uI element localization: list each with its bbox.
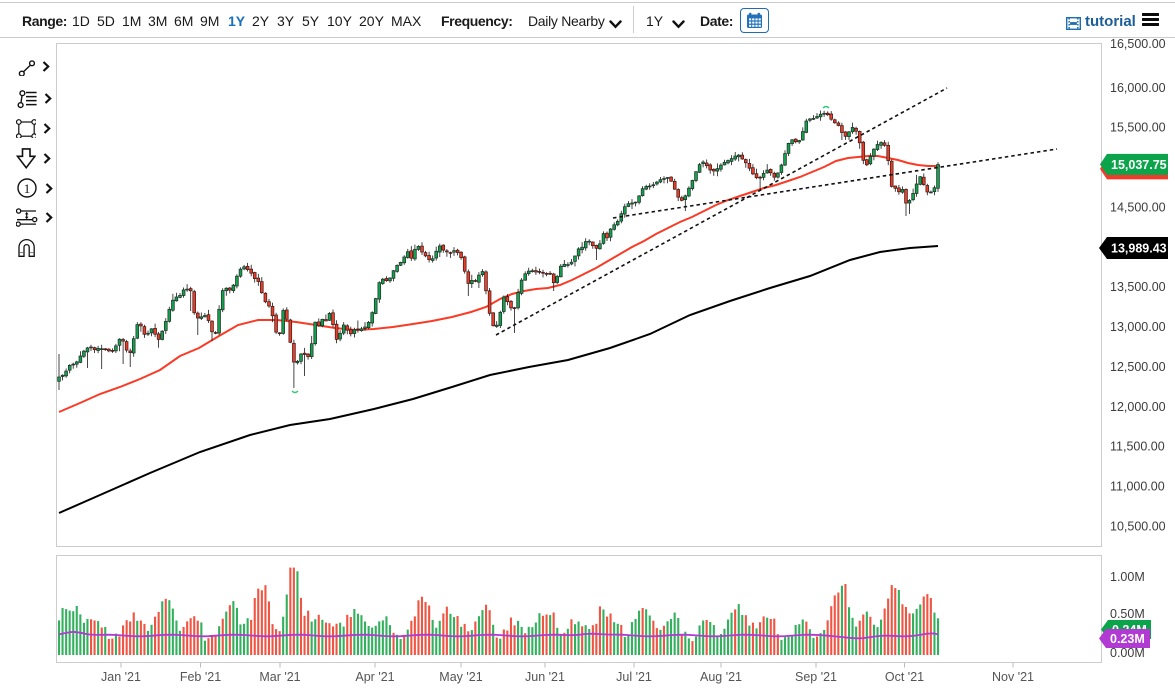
svg-text:0.00M: 0.00M [1110, 646, 1145, 660]
svg-text:13,500.00: 13,500.00 [1110, 280, 1166, 294]
svg-text:0.23M: 0.23M [1110, 632, 1145, 646]
svg-text:Jun '21: Jun '21 [525, 670, 565, 684]
svg-text:Oct '21: Oct '21 [885, 670, 924, 684]
svg-text:Feb '21: Feb '21 [180, 670, 221, 684]
svg-text:14,500.00: 14,500.00 [1110, 201, 1166, 215]
svg-text:1.00M: 1.00M [1110, 570, 1145, 584]
svg-text:15,037.75: 15,037.75 [1111, 158, 1167, 172]
svg-text:16,500.00: 16,500.00 [1110, 37, 1166, 51]
svg-text:Mar '21: Mar '21 [259, 670, 300, 684]
svg-text:12,000.00: 12,000.00 [1110, 400, 1166, 414]
svg-text:Jul '21: Jul '21 [616, 670, 652, 684]
svg-text:Jan '21: Jan '21 [101, 670, 141, 684]
svg-text:13,000.00: 13,000.00 [1110, 320, 1166, 334]
svg-text:13,989.43: 13,989.43 [1111, 242, 1167, 256]
svg-text:16,000.00: 16,000.00 [1110, 81, 1166, 95]
svg-text:Sep '21: Sep '21 [795, 670, 837, 684]
svg-text:Nov '21: Nov '21 [992, 670, 1034, 684]
svg-text:Apr '21: Apr '21 [355, 670, 394, 684]
svg-text:May '21: May '21 [439, 670, 482, 684]
svg-text:Aug '21: Aug '21 [700, 670, 742, 684]
svg-text:11,000.00: 11,000.00 [1110, 480, 1165, 494]
svg-text:1: 1 [24, 181, 31, 196]
svg-text:11,500.00: 11,500.00 [1110, 440, 1165, 454]
svg-text:12,500.00: 12,500.00 [1110, 360, 1166, 374]
svg-text:10,500.00: 10,500.00 [1110, 520, 1166, 534]
svg-text:0.50M: 0.50M [1110, 607, 1145, 621]
svg-text:15,500.00: 15,500.00 [1110, 121, 1166, 135]
